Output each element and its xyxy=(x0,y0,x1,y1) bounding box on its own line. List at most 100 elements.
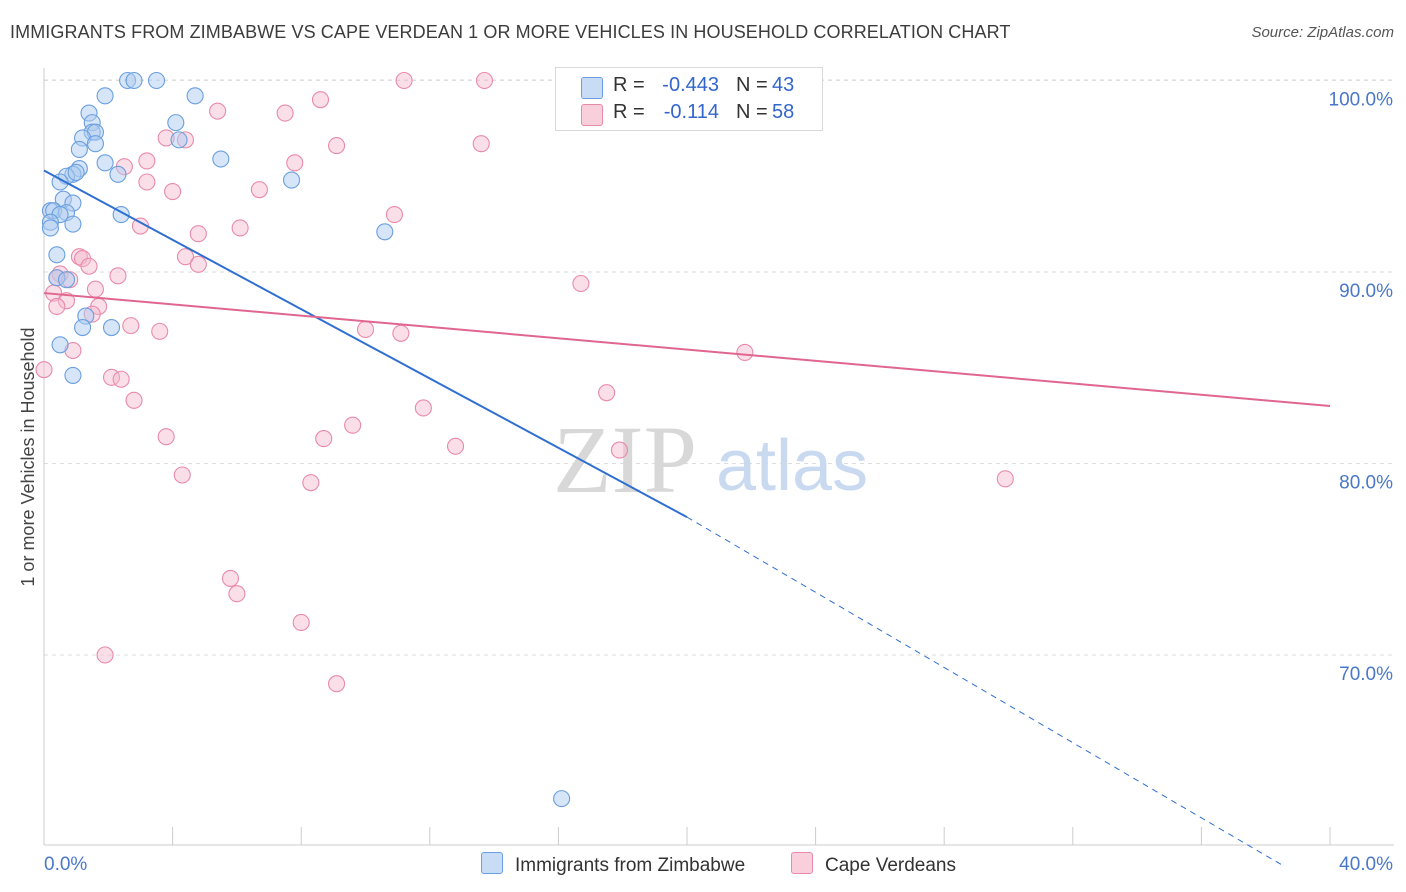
data-point-capeverde xyxy=(328,137,346,155)
legend-swatch-capeverde xyxy=(791,852,813,874)
n-value: 58 xyxy=(772,101,795,123)
data-point-capeverde xyxy=(276,104,294,122)
data-point-capeverde xyxy=(231,219,249,237)
legend-item-capeverde[interactable]: Cape Verdeans xyxy=(791,852,956,877)
chart-title: IMMIGRANTS FROM ZIMBABWE VS CAPE VERDEAN… xyxy=(10,22,1011,42)
y-tick-label: 90.0% xyxy=(1339,281,1393,302)
data-point-capeverde xyxy=(572,274,590,293)
data-point-capeverde xyxy=(392,324,410,342)
data-point-zimbabwe xyxy=(48,246,66,264)
data-point-zimbabwe xyxy=(125,71,143,90)
data-point-zimbabwe xyxy=(167,114,185,132)
r-label: R = xyxy=(613,101,645,123)
data-point-capeverde xyxy=(315,430,333,448)
data-point-capeverde xyxy=(395,71,413,90)
data-point-capeverde xyxy=(48,297,66,316)
data-point-capeverde xyxy=(472,135,490,153)
data-point-capeverde xyxy=(446,437,465,455)
data-point-zimbabwe xyxy=(553,790,571,808)
data-point-capeverde xyxy=(122,317,140,335)
r-value: -0.114 xyxy=(663,101,719,123)
data-point-capeverde xyxy=(414,399,432,417)
data-point-capeverde xyxy=(344,416,362,434)
legend-label-capeverde: Cape Verdeans xyxy=(825,855,956,876)
data-point-zimbabwe xyxy=(41,219,59,237)
legend-swatch-zimbabwe xyxy=(581,77,603,99)
data-point-capeverde xyxy=(228,585,246,603)
data-point-zimbabwe xyxy=(96,154,114,172)
data-point-zimbabwe xyxy=(51,336,69,354)
data-point-capeverde xyxy=(302,474,320,492)
data-point-capeverde xyxy=(189,225,207,243)
trend-line-capeverde xyxy=(43,292,1331,408)
y-axis-label: 1 or more Vehicles in Household xyxy=(18,327,38,586)
data-point-zimbabwe xyxy=(102,318,121,337)
n-label: N = xyxy=(736,74,768,96)
data-point-capeverde xyxy=(189,255,207,273)
data-point-capeverde xyxy=(610,441,629,459)
stats-legend: R = -0.443 N = 43 R = -0.114 N = 58 xyxy=(555,67,823,131)
data-point-capeverde xyxy=(151,322,169,340)
x-tick-labels: 0.0% 40.0% xyxy=(44,854,1393,875)
source-label: Source: ZipAtlas.com xyxy=(1251,24,1394,41)
data-point-capeverde xyxy=(286,154,304,172)
data-point-zimbabwe xyxy=(186,87,204,105)
data-point-capeverde xyxy=(164,183,182,201)
series-legend: Immigrants from Zimbabwe Cape Verdeans xyxy=(0,852,1406,880)
data-point-capeverde xyxy=(112,370,130,388)
data-point-capeverde xyxy=(598,384,616,402)
data-point-capeverde xyxy=(328,675,346,693)
series-zimbabwe xyxy=(41,71,571,808)
data-point-capeverde xyxy=(125,391,143,409)
data-point-capeverde xyxy=(35,361,53,379)
data-point-capeverde xyxy=(209,102,227,120)
data-point-zimbabwe xyxy=(170,131,188,149)
legend-item-zimbabwe[interactable]: Immigrants from Zimbabwe xyxy=(481,852,745,877)
trend-line-zimbabwe-extension xyxy=(686,516,1286,868)
watermark: ZIP atlas xyxy=(553,406,868,513)
n-value: 43 xyxy=(772,74,795,96)
y-tick-label: 70.0% xyxy=(1339,664,1393,685)
data-point-zimbabwe xyxy=(64,215,82,233)
axes xyxy=(43,68,1394,846)
grid-lines xyxy=(44,79,1394,656)
stats-row-zimbabwe: R = -0.443 N = 43 xyxy=(556,74,822,100)
x-tick-label: 40.0% xyxy=(1339,854,1393,875)
data-point-zimbabwe xyxy=(212,150,230,168)
trend-line-zimbabwe xyxy=(43,169,688,519)
data-point-zimbabwe xyxy=(57,271,76,289)
data-point-capeverde xyxy=(292,613,310,631)
data-point-capeverde xyxy=(736,343,754,361)
r-value: -0.443 xyxy=(662,74,719,96)
legend-swatch-capeverde xyxy=(581,104,603,126)
data-point-capeverde xyxy=(173,466,191,484)
data-point-zimbabwe xyxy=(147,71,166,90)
data-point-zimbabwe xyxy=(109,165,127,183)
data-point-capeverde xyxy=(80,257,98,275)
series-cape-verdeans xyxy=(35,71,1014,693)
data-point-zimbabwe xyxy=(70,140,88,158)
data-point-capeverde xyxy=(57,292,76,310)
data-point-capeverde xyxy=(86,280,104,298)
data-point-zimbabwe xyxy=(64,366,82,384)
data-point-capeverde xyxy=(176,248,195,266)
data-point-capeverde xyxy=(311,91,330,109)
watermark-atlas: atlas xyxy=(716,426,868,506)
y-tick-labels: 70.0% 80.0% 90.0% 100.0% xyxy=(1329,90,1394,686)
data-point-capeverde xyxy=(385,206,403,224)
data-point-capeverde xyxy=(138,152,156,170)
x-tick-label: 0.0% xyxy=(44,854,87,875)
watermark-zip: ZIP xyxy=(553,406,697,513)
data-point-capeverde xyxy=(96,646,114,664)
trend-lines xyxy=(43,169,1331,868)
data-point-capeverde xyxy=(356,320,375,339)
data-point-capeverde xyxy=(475,71,494,90)
r-label: R = xyxy=(613,74,645,96)
y-tick-label: 100.0% xyxy=(1329,90,1394,111)
stats-row-capeverde: R = -0.114 N = 58 xyxy=(556,101,822,127)
n-label: N = xyxy=(736,101,768,123)
legend-label-zimbabwe: Immigrants from Zimbabwe xyxy=(515,855,746,876)
data-point-zimbabwe xyxy=(283,171,301,189)
data-point-capeverde xyxy=(138,173,156,191)
data-point-zimbabwe xyxy=(96,87,114,105)
